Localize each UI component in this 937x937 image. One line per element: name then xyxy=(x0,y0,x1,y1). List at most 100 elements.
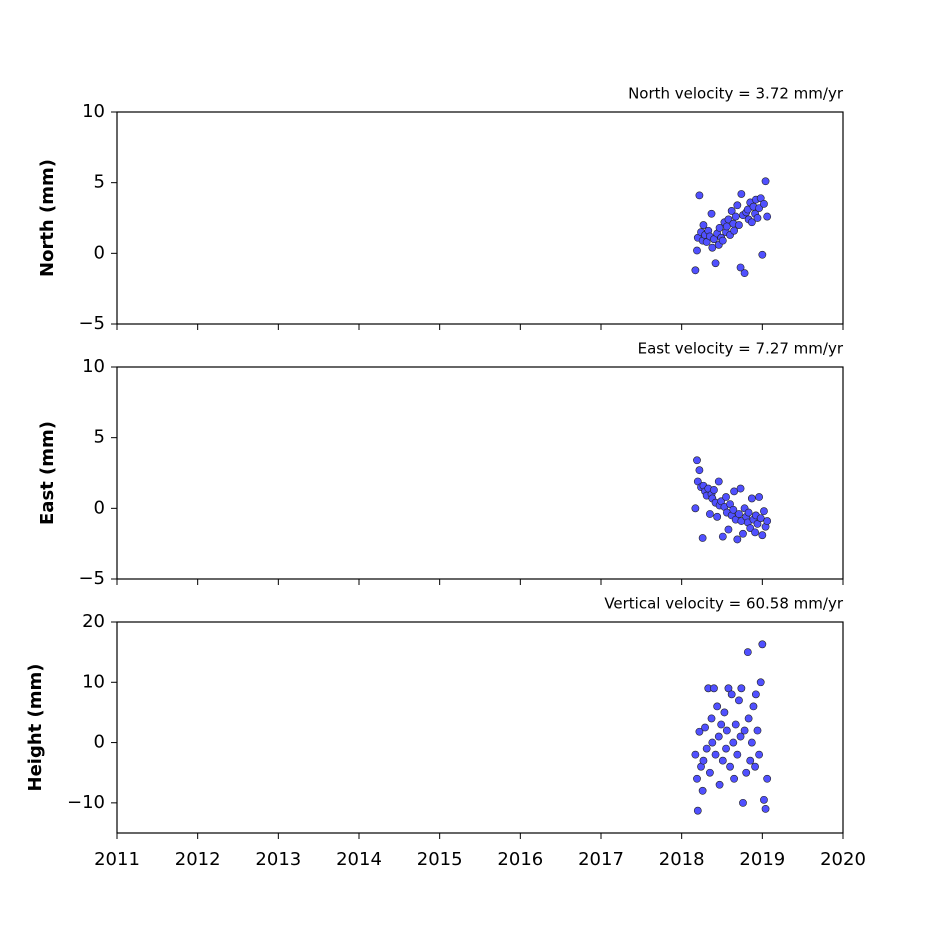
point xyxy=(693,806,702,815)
point xyxy=(695,191,704,200)
point xyxy=(731,720,740,729)
point xyxy=(706,510,714,518)
point xyxy=(761,804,770,813)
point xyxy=(758,640,767,649)
point xyxy=(698,534,707,542)
point xyxy=(735,510,743,518)
point xyxy=(761,177,770,186)
y-tick-label: 20 xyxy=(82,611,105,632)
point xyxy=(720,708,729,717)
point xyxy=(751,762,759,771)
point xyxy=(736,484,745,493)
point xyxy=(755,750,764,759)
point xyxy=(695,466,704,475)
y-tick-label: −10 xyxy=(67,792,105,813)
point xyxy=(702,744,711,753)
point xyxy=(714,732,723,741)
y-tick-label: 0 xyxy=(94,497,105,518)
point xyxy=(724,684,733,693)
point xyxy=(753,214,762,222)
point xyxy=(699,221,708,229)
point xyxy=(701,723,709,732)
y-tick-label: 10 xyxy=(82,101,105,122)
point xyxy=(707,209,716,218)
point xyxy=(763,212,772,221)
point xyxy=(740,726,749,735)
point xyxy=(744,508,753,517)
point xyxy=(729,505,738,514)
x-tick-label: 2016 xyxy=(497,849,543,870)
x-tick-label: 2013 xyxy=(255,849,301,870)
point xyxy=(713,702,722,711)
point xyxy=(693,774,701,783)
point xyxy=(747,738,756,747)
point xyxy=(693,246,701,255)
y-tick-label: 0 xyxy=(94,732,105,753)
point xyxy=(693,456,701,465)
y-tick-label: −5 xyxy=(78,313,105,334)
point xyxy=(751,528,759,537)
point xyxy=(744,714,753,723)
point xyxy=(718,532,727,541)
y-tick-label: 10 xyxy=(82,356,105,377)
point xyxy=(735,221,743,229)
point xyxy=(747,494,756,503)
y-axis-label: Height (mm) xyxy=(25,664,46,792)
point xyxy=(717,720,726,729)
point xyxy=(747,218,756,227)
point xyxy=(730,774,738,783)
point xyxy=(698,786,707,795)
plot-frame xyxy=(116,366,844,580)
x-tick-label: 2020 xyxy=(820,849,866,870)
point xyxy=(763,774,772,783)
point xyxy=(722,726,731,735)
point xyxy=(756,678,765,687)
point xyxy=(755,493,764,501)
point xyxy=(731,212,740,221)
point xyxy=(727,207,736,215)
x-tick-label: 2011 xyxy=(94,849,140,870)
x-tick-label: 2014 xyxy=(336,849,382,870)
point xyxy=(740,269,749,278)
x-tick-label: 2017 xyxy=(578,849,624,870)
point xyxy=(711,259,720,268)
point xyxy=(753,726,762,735)
point xyxy=(711,750,720,759)
point xyxy=(736,263,745,272)
point xyxy=(727,690,736,699)
point xyxy=(760,199,768,208)
point xyxy=(706,768,714,777)
y-tick-label: −5 xyxy=(78,568,105,589)
panel-title: North velocity = 3.72 mm/yr xyxy=(628,85,844,103)
y-tick-label: 5 xyxy=(94,172,105,193)
point xyxy=(733,750,742,759)
point xyxy=(710,684,718,693)
point xyxy=(722,222,731,231)
point xyxy=(718,756,727,765)
plot-frame xyxy=(116,111,844,325)
point xyxy=(691,750,700,759)
point xyxy=(691,504,700,513)
point xyxy=(736,732,745,741)
point xyxy=(735,696,743,705)
point xyxy=(726,762,734,771)
y-tick-label: 5 xyxy=(94,427,105,448)
x-tick-label: 2012 xyxy=(175,849,221,870)
point xyxy=(710,486,718,494)
point xyxy=(718,236,727,245)
point xyxy=(722,493,730,501)
point xyxy=(739,529,747,538)
point xyxy=(708,738,717,747)
point xyxy=(708,243,717,252)
y-tick-label: 0 xyxy=(94,242,105,263)
point xyxy=(756,514,765,523)
point xyxy=(746,756,755,765)
point xyxy=(749,702,758,711)
point xyxy=(715,223,724,232)
point xyxy=(758,250,767,259)
point xyxy=(691,266,700,275)
point xyxy=(737,190,746,198)
panel-title: Vertical velocity = 60.58 mm/yr xyxy=(604,595,844,613)
point xyxy=(713,512,722,521)
